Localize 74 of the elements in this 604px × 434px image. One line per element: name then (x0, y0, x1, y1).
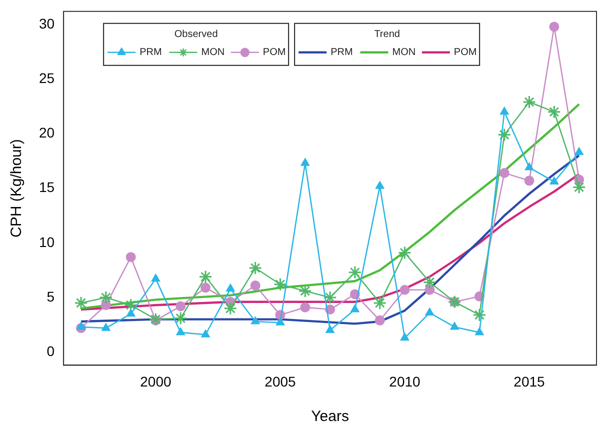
point (500, 106, 509, 115)
y-tick-label: 0 (46, 342, 55, 359)
point (176, 327, 186, 336)
annotation: Trend (374, 29, 400, 40)
y-axis-title: CPH (Kg/hour) (8, 139, 26, 238)
point (176, 301, 186, 312)
legend-label: POM (454, 47, 477, 58)
point (300, 158, 310, 166)
annotation: Observed (174, 29, 218, 40)
point (298, 284, 312, 298)
point (323, 290, 337, 304)
y-tick-label: 10 (38, 234, 55, 250)
x-tick-label: 2000 (140, 373, 172, 390)
y-tick-label: 20 (38, 124, 55, 141)
point (550, 176, 559, 184)
x-axis-title: Years (311, 408, 349, 426)
point (126, 252, 136, 262)
point (200, 282, 211, 293)
point (74, 296, 88, 310)
point (375, 181, 384, 189)
point (522, 95, 536, 109)
x-tick-label: 2010 (389, 373, 421, 390)
y-tick-label: 30 (38, 15, 55, 32)
point (201, 330, 210, 338)
point (400, 332, 410, 341)
point (374, 315, 385, 326)
point (300, 302, 310, 312)
point (148, 312, 162, 326)
point (373, 296, 387, 310)
x-tick-label: 2015 (514, 373, 546, 390)
legend-label: POM (262, 47, 286, 58)
point (99, 290, 113, 304)
point (248, 261, 262, 275)
point (524, 176, 534, 186)
point (572, 180, 586, 194)
point (198, 270, 212, 284)
point (475, 327, 484, 336)
legend-label: PRM (330, 47, 353, 58)
point (226, 284, 235, 292)
point (400, 284, 410, 295)
point (102, 323, 110, 331)
point (76, 322, 86, 330)
point (350, 304, 360, 312)
point (424, 284, 435, 295)
point (100, 300, 111, 310)
point (174, 311, 188, 325)
point (126, 308, 136, 317)
legend-label: MON (392, 47, 416, 58)
y-tick-label: 5 (46, 288, 55, 304)
point (398, 246, 412, 260)
y-tick-label: 25 (38, 70, 55, 86)
legend-label: PRM (140, 47, 162, 58)
point (273, 278, 287, 292)
point (547, 105, 561, 119)
point (498, 128, 512, 142)
point (124, 298, 138, 312)
point (250, 280, 260, 290)
point (450, 322, 459, 330)
point (472, 308, 486, 322)
point (425, 308, 434, 316)
y-tick-label: 15 (38, 179, 55, 196)
point (524, 162, 534, 170)
point (574, 147, 584, 156)
point (499, 168, 510, 178)
point (348, 266, 362, 280)
point (224, 302, 238, 316)
point (250, 316, 260, 324)
point (326, 325, 334, 334)
point (151, 274, 160, 282)
x-tick-label: 2005 (264, 373, 296, 390)
point (276, 318, 285, 326)
point (549, 22, 560, 32)
point (422, 275, 436, 289)
legend-label: MON (201, 47, 225, 58)
